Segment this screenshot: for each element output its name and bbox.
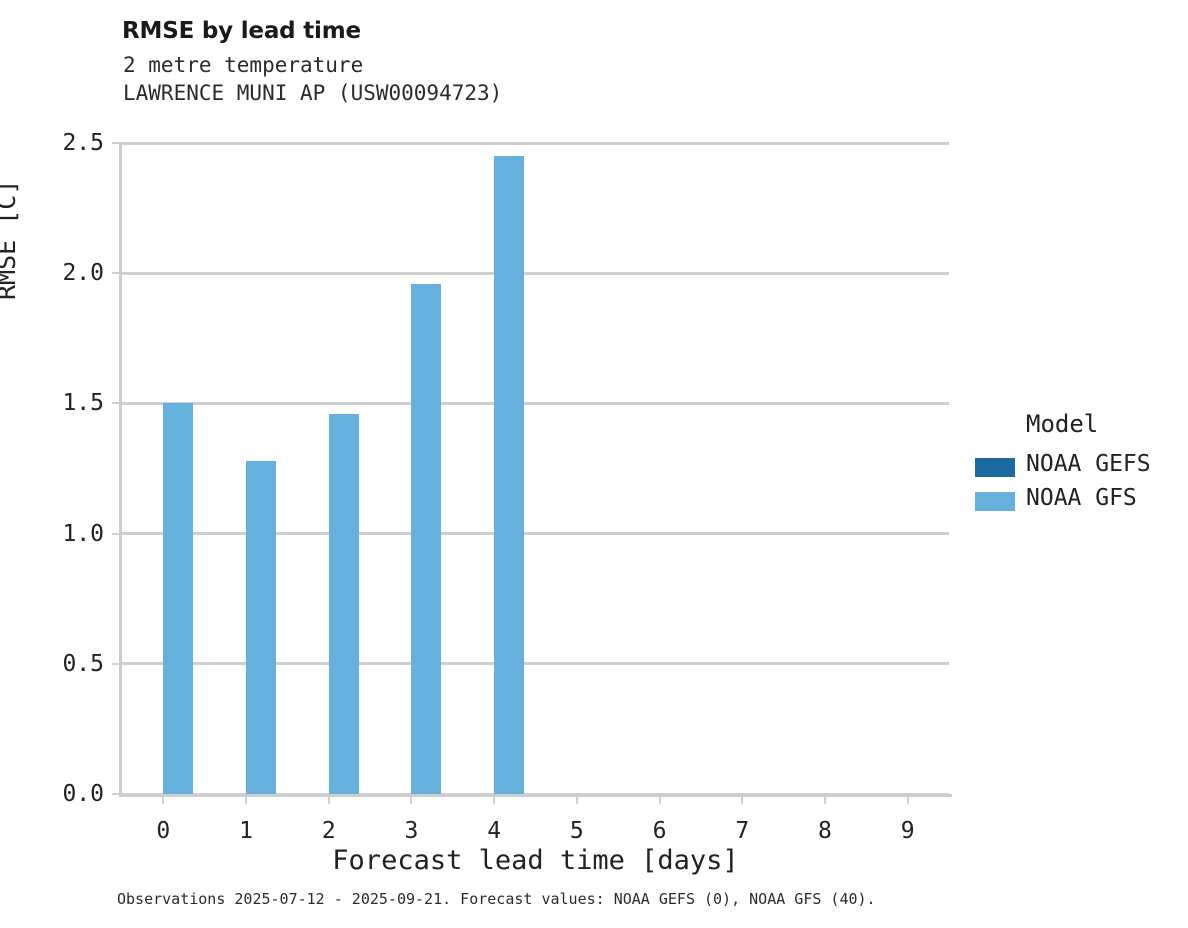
- y-axis-spine: [119, 142, 122, 795]
- x-tick: [741, 797, 744, 804]
- y-tick: [112, 142, 119, 144]
- bar[interactable]: [411, 283, 442, 794]
- y-tick-label: 2.5: [62, 130, 104, 156]
- gridline: [122, 532, 949, 536]
- legend-swatch: [975, 492, 1015, 511]
- bar[interactable]: [246, 460, 277, 794]
- gridline: [122, 792, 949, 796]
- x-tick-label: 8: [818, 818, 832, 844]
- y-tick-label: 0.0: [62, 781, 104, 807]
- y-tick-label: 2.0: [62, 260, 104, 287]
- x-axis-spine: [119, 794, 952, 797]
- x-tick-label: 9: [900, 818, 915, 844]
- page-title: RMSE by lead time: [122, 18, 361, 44]
- legend-label: NOAA GEFS: [1026, 451, 1151, 477]
- footnote: Observations 2025-07-12 - 2025-09-21. Fo…: [117, 890, 876, 908]
- y-axis-tick-labels: 0.0 0.5 1.0 1.5 2.0 2.5: [16, 130, 104, 807]
- gridline: [122, 662, 949, 666]
- legend-entry[interactable]: NOAA GFS: [975, 485, 1188, 519]
- bar[interactable]: [328, 413, 359, 794]
- x-tick: [162, 797, 165, 804]
- y-axis-title: RMSE [C]: [0, 179, 21, 300]
- subtitle-variable: 2 metre temperature: [123, 53, 364, 77]
- x-tick-label: 3: [404, 818, 419, 844]
- x-tick-label: 4: [487, 818, 502, 844]
- x-axis-tick-labels: 0 1 2 3 4 5 6 7 8 9: [122, 794, 949, 844]
- legend-entry[interactable]: NOAA GEFS: [975, 451, 1188, 485]
- x-tick: [245, 797, 248, 804]
- x-tick: [327, 797, 330, 804]
- y-tick: [112, 662, 119, 665]
- legend-title: Model: [1026, 410, 1099, 438]
- x-tick: [906, 797, 909, 804]
- x-tick-label: 2: [321, 818, 336, 844]
- bar[interactable]: [494, 156, 525, 794]
- y-tick: [112, 793, 119, 795]
- y-tick: [112, 402, 119, 405]
- plot-area: 0.0 0.5 1.0 1.5 2.0 2.5 0 1 2 3 4 5 6 7 8 9: [62, 130, 952, 844]
- y-tick-label: 0.5: [62, 650, 104, 677]
- y-tick: [112, 532, 119, 535]
- x-tick: [658, 797, 661, 804]
- y-tick: [112, 272, 119, 275]
- x-tick-label: 6: [652, 818, 667, 844]
- subtitle-station: LAWRENCE MUNI AP (USW00094723): [123, 81, 503, 105]
- y-tick-label: 1.0: [62, 520, 104, 547]
- legend-label: NOAA GFS: [1026, 485, 1137, 511]
- gridline: [122, 401, 949, 405]
- gridline: [122, 141, 949, 145]
- x-tick: [823, 797, 826, 804]
- x-tick-label: 0: [156, 818, 171, 844]
- y-tick-label: 1.5: [62, 390, 104, 417]
- x-tick: [493, 797, 496, 804]
- x-tick: [410, 797, 413, 804]
- x-tick-label: 7: [735, 818, 750, 844]
- legend-swatch: [975, 458, 1015, 477]
- x-tick: [575, 797, 578, 804]
- x-tick-label: 5: [569, 818, 584, 844]
- bar[interactable]: [163, 403, 194, 794]
- gridline: [122, 271, 949, 275]
- x-axis-title: Forecast lead time [days]: [332, 845, 739, 876]
- x-tick-label: 1: [239, 818, 253, 844]
